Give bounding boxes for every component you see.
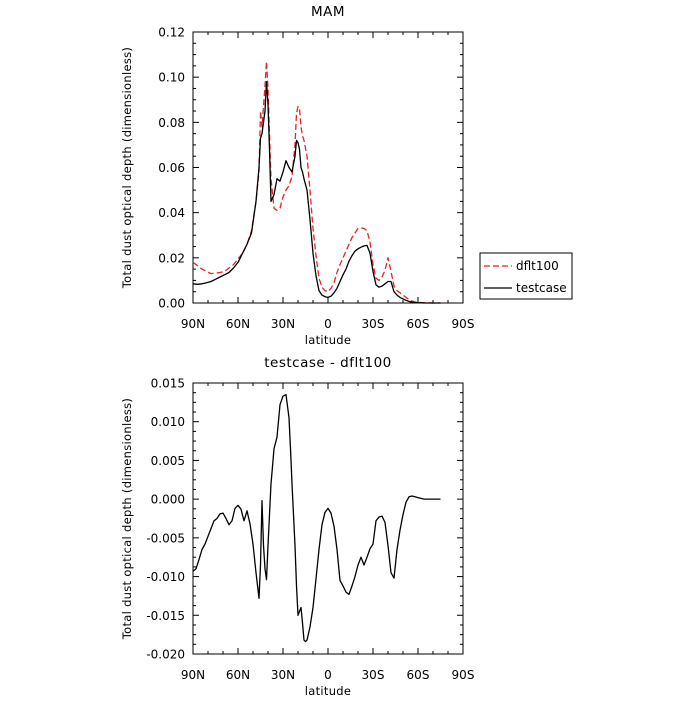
chart-0-y-tick-label: 0.10 xyxy=(158,71,185,85)
chart-1-y-tick-label: 0.000 xyxy=(151,493,185,507)
chart-0-x-tick-label: 90S xyxy=(452,317,475,331)
chart-0-x-tick-label: 60S xyxy=(407,317,430,331)
chart-0-x-tick-label: 30S xyxy=(362,317,385,331)
chart-0-x-tick-label: 60N xyxy=(226,317,250,331)
chart-1-x-tick-label: 30N xyxy=(271,668,295,682)
chart-0-y-tick-label: 0.04 xyxy=(158,206,185,220)
chart-1-y-tick-label: -0.005 xyxy=(146,531,185,545)
chart-0-y-axis-label: Total dust optical depth (dimensionless) xyxy=(120,47,134,289)
chart-1-x-tick-label: 30S xyxy=(362,668,385,682)
chart-bottom: testcase - dflt100 -0.020 -0.015 -0.010 -0.0… xyxy=(120,355,474,698)
chart-0-legend-box xyxy=(479,252,573,300)
chart-0-x-tick-label: 30N xyxy=(271,317,295,331)
chart-1-x-tick-label: 0 xyxy=(324,668,332,682)
chart-0-y-tick-label: 0.02 xyxy=(158,251,185,265)
chart-1-x-tick-label: 60S xyxy=(407,668,430,682)
chart-1-x-tick-label: 60N xyxy=(226,668,250,682)
chart-0-legend: dflt100 testcase xyxy=(479,252,573,300)
chart-1-x-axis-label: latitude xyxy=(305,684,352,698)
chart-0-x-tick-label: 0 xyxy=(324,317,332,331)
chart-0-series-dflt100-line xyxy=(192,60,441,304)
chart-1-y-tick-label: -0.020 xyxy=(146,648,185,662)
chart-1-title: testcase - dflt100 xyxy=(264,355,392,371)
chart-0-x-tick-label: 90N xyxy=(181,317,205,331)
chart-1-x-tick-label: 90N xyxy=(181,668,205,682)
chart-1-y-tick-label: 0.010 xyxy=(151,415,185,429)
chart-1-y-tick-label: -0.010 xyxy=(146,570,185,584)
chart-0-legend-label-testcase: testcase xyxy=(516,281,567,295)
chart-0-series-testcase-line xyxy=(192,81,441,304)
chart-1-y-tick-label: 0.015 xyxy=(151,377,185,391)
chart-1-x-tick-label: 90S xyxy=(452,668,475,682)
chart-0-y-tick-label: 0.06 xyxy=(158,161,185,175)
chart-1-y-axis-label: Total dust optical depth (dimensionless) xyxy=(120,398,134,640)
chart-1-y-tick-label: -0.015 xyxy=(146,609,185,623)
chart-0-y-tick-label: 0.08 xyxy=(158,116,185,130)
chart-1-plot-frame xyxy=(192,382,464,655)
chart-0-x-axis-label: latitude xyxy=(305,333,352,347)
chart-1-y-tick-label: 0.005 xyxy=(151,454,185,468)
chart-0-title: MAM xyxy=(311,4,345,20)
chart-0-legend-label-dflt100: dflt100 xyxy=(516,259,559,273)
chart-0-y-tick-label: 0.12 xyxy=(158,26,185,40)
chart-0-y-tick-label: 0.00 xyxy=(158,297,185,311)
chart-top: MAM 0.00 0.02 0.04 0.06 0.08 0.10 0.12 90N 60N 30N… xyxy=(120,4,573,347)
chart-0-plot-frame xyxy=(192,31,464,304)
chart-1-series-difference-line xyxy=(192,393,441,643)
